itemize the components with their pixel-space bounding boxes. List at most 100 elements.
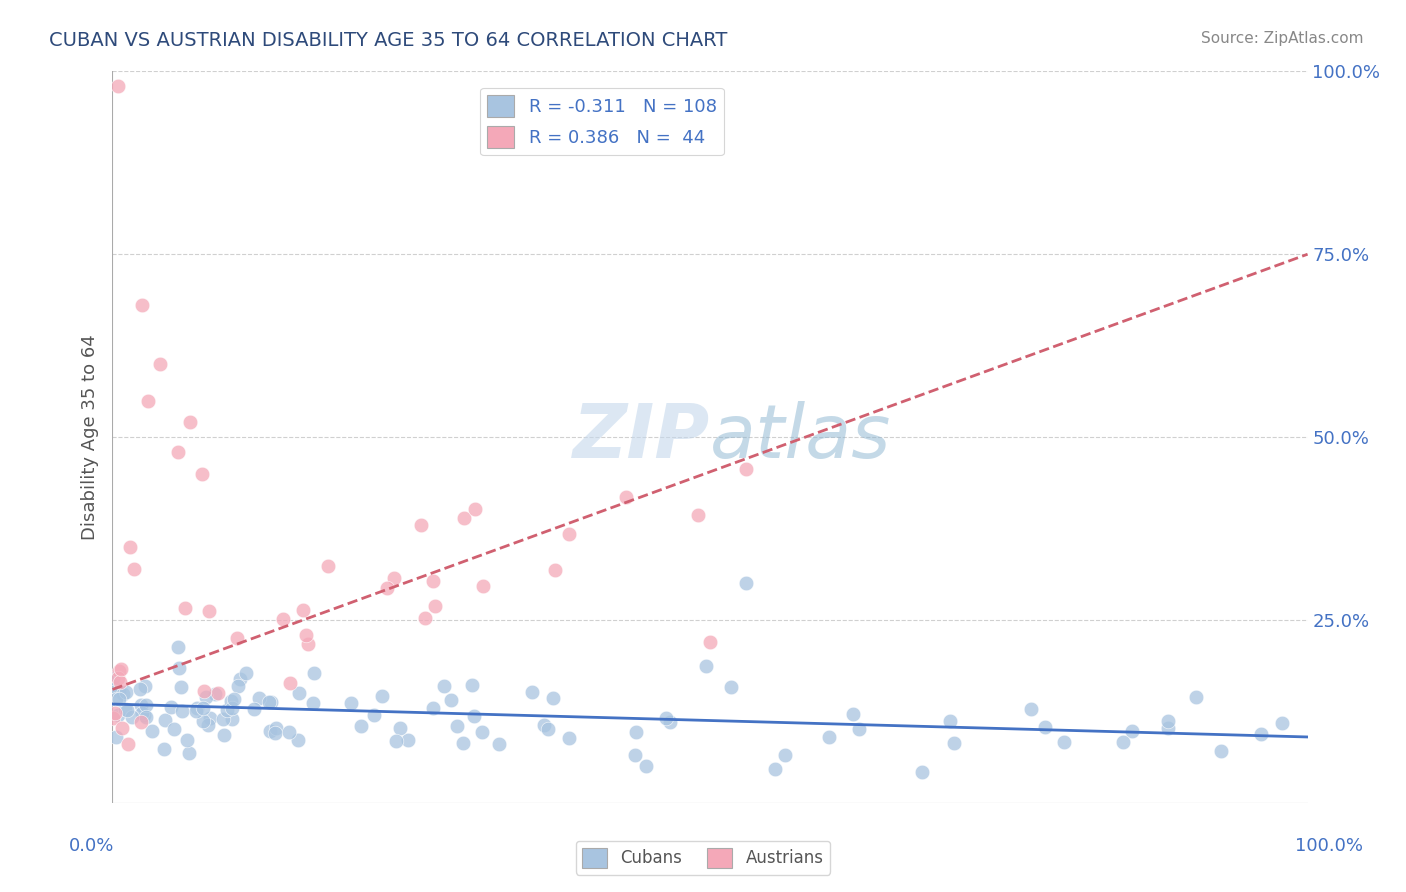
Point: [848, 722, 870, 736]
Point: [316, 559, 339, 574]
Point: [198, 604, 221, 618]
Point: [129, 714, 152, 729]
Point: [226, 631, 249, 645]
Point: [1271, 716, 1294, 731]
Point: [463, 709, 485, 723]
Point: [195, 690, 218, 704]
Point: [1157, 722, 1180, 736]
Point: [259, 695, 281, 709]
Text: ZIP: ZIP: [572, 401, 710, 474]
Point: [460, 678, 482, 692]
Point: [278, 725, 301, 739]
Point: [720, 680, 742, 694]
Point: [413, 611, 436, 625]
Point: [558, 731, 581, 746]
Point: [215, 703, 238, 717]
Point: [263, 726, 285, 740]
Point: [636, 758, 658, 772]
Point: [304, 666, 326, 681]
Point: [350, 719, 373, 733]
Point: [1121, 723, 1143, 738]
Point: [433, 679, 456, 693]
Point: [172, 704, 194, 718]
Point: [191, 467, 214, 481]
Point: [623, 747, 645, 762]
Point: [773, 748, 796, 763]
Point: [207, 686, 229, 700]
Point: [453, 511, 475, 525]
Point: [363, 707, 385, 722]
Point: [446, 718, 468, 732]
Point: [422, 574, 444, 588]
Point: [167, 640, 190, 655]
Point: [396, 732, 419, 747]
Point: [658, 715, 681, 730]
Point: [184, 704, 207, 718]
Point: [470, 725, 492, 739]
Point: [110, 674, 132, 689]
Point: [440, 693, 463, 707]
Point: [110, 662, 132, 676]
Point: [288, 686, 311, 700]
Point: [425, 599, 447, 613]
Point: [235, 666, 257, 681]
Point: [302, 696, 325, 710]
Point: [111, 687, 134, 701]
Point: [226, 680, 249, 694]
Point: [114, 702, 136, 716]
Point: [121, 710, 143, 724]
Point: [177, 747, 200, 761]
Text: 100.0%: 100.0%: [1295, 837, 1362, 855]
Point: [132, 708, 155, 723]
Point: [167, 444, 190, 458]
Point: [388, 721, 411, 735]
Point: [221, 701, 243, 715]
Point: [377, 581, 399, 595]
Point: [655, 711, 678, 725]
Point: [422, 701, 444, 715]
Point: [339, 696, 361, 710]
Point: [122, 562, 145, 576]
Point: [382, 571, 405, 585]
Point: [520, 684, 543, 698]
Point: [131, 298, 153, 312]
Point: [170, 680, 193, 694]
Point: [138, 393, 160, 408]
Point: [179, 416, 201, 430]
Point: [204, 688, 226, 702]
Point: [938, 714, 960, 728]
Point: [242, 701, 264, 715]
Point: [224, 691, 246, 706]
Text: 0.0%: 0.0%: [69, 837, 114, 855]
Point: [198, 711, 221, 725]
Point: [134, 679, 156, 693]
Point: [541, 691, 564, 706]
Point: [287, 732, 309, 747]
Point: [472, 578, 495, 592]
Point: [818, 730, 841, 744]
Point: [297, 637, 319, 651]
Point: [543, 563, 565, 577]
Point: [117, 738, 139, 752]
Point: [104, 730, 127, 744]
Point: [1112, 735, 1135, 749]
Point: [294, 628, 316, 642]
Point: [695, 659, 717, 673]
Point: [842, 706, 865, 721]
Point: [135, 698, 157, 712]
Point: [211, 713, 233, 727]
Point: [219, 694, 242, 708]
Point: [115, 703, 138, 717]
Point: [108, 684, 131, 698]
Point: [451, 736, 474, 750]
Point: [169, 661, 191, 675]
Point: [271, 612, 294, 626]
Point: [191, 714, 214, 728]
Point: [107, 671, 129, 685]
Point: [129, 698, 152, 712]
Point: [533, 717, 555, 731]
Point: [488, 737, 510, 751]
Point: [131, 706, 153, 721]
Point: [249, 690, 271, 705]
Text: CUBAN VS AUSTRIAN DISABILITY AGE 35 TO 64 CORRELATION CHART: CUBAN VS AUSTRIAN DISABILITY AGE 35 TO 6…: [49, 31, 727, 50]
